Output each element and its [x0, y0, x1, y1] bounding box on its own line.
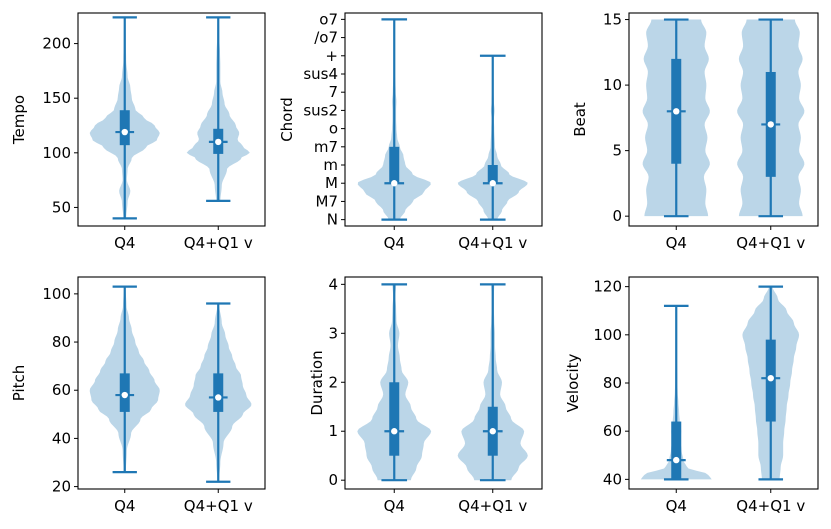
y-tick-label: 150: [42, 89, 71, 107]
iqr-box: [213, 373, 224, 412]
x-tick-label: Q4+Q1 v: [458, 497, 527, 515]
iqr-box: [487, 165, 498, 184]
iqr-box: [119, 110, 130, 146]
median-dot: [673, 456, 680, 464]
panel-velocity: 40 60 80 100 120 Q4 Q4+Q1 v Velocity: [564, 276, 819, 515]
y-tick-label: 0: [612, 207, 622, 225]
x-tick-label: Q4+Q1 v: [736, 497, 805, 515]
y-axis-label: Chord: [278, 97, 296, 142]
median-dot: [121, 128, 128, 136]
panel-pitch: 20 40 60 80 100 Q4 Q4+Q1 v Pitch: [10, 276, 266, 515]
median-dot: [489, 180, 496, 187]
panel-duration: 0 1 2 3 4 Q4 Q4+Q1 v Duration: [308, 275, 543, 515]
y-tick-label: 100: [593, 326, 622, 344]
y-tick-label: 100: [42, 144, 71, 162]
x-tick-label: Q4: [384, 497, 405, 515]
y-tick-label: sus2: [303, 101, 338, 119]
axes-frame: [77, 12, 266, 227]
y-tick-label: 5: [612, 142, 622, 160]
median-dot: [673, 108, 680, 115]
y-tick-label: 15: [603, 11, 622, 29]
y-tick-label: 40: [52, 429, 71, 447]
y-tick-label: 80: [603, 374, 622, 392]
axes-frame: [344, 276, 543, 490]
axes-frame: [344, 12, 543, 227]
y-tick-label: 2: [328, 373, 338, 391]
y-axis-label: Velocity: [564, 353, 582, 412]
y-axis-label: Beat: [571, 102, 589, 137]
y-axis-label: Tempo: [10, 95, 28, 145]
y-tick-label: M: [325, 174, 338, 192]
y-axis-label: Pitch: [10, 365, 28, 402]
median-dot: [391, 180, 398, 187]
x-tick-label: Q4+Q1 v: [458, 234, 527, 252]
panel-beat: 0 5 10 15 Q4 Q4+Q1 v Beat: [571, 11, 819, 252]
median-dot: [767, 374, 774, 382]
y-tick-label: sus4: [303, 65, 338, 83]
y-tick-label: 4: [328, 275, 338, 293]
iqr-box: [671, 421, 682, 480]
x-tick-label: Q4: [666, 497, 687, 515]
y-tick-label: 200: [42, 35, 71, 53]
iqr-box: [389, 146, 400, 184]
y-tick-label: 3: [328, 324, 338, 342]
x-tick-label: Q4: [114, 497, 135, 515]
iqr-box: [389, 382, 400, 456]
y-tick-label: m7: [314, 138, 338, 156]
y-tick-label: M7: [316, 192, 339, 210]
x-tick-label: Q4+Q1 v: [736, 234, 805, 252]
y-tick-label: m: [323, 156, 338, 174]
y-tick-label: 50: [52, 198, 71, 216]
y-tick-label: 7: [328, 83, 338, 101]
y-tick-label: 20: [52, 478, 71, 496]
median-dot: [121, 391, 128, 399]
y-tick-label: N: [327, 211, 338, 229]
x-tick-label: Q4: [114, 234, 135, 252]
y-tick-label: +: [325, 47, 338, 65]
x-tick-label: Q4+Q1 v: [184, 497, 253, 515]
x-tick-label: Q4: [666, 234, 687, 252]
y-tick-label: o7: [319, 10, 338, 28]
y-tick-label: 60: [52, 381, 71, 399]
y-tick-label: 80: [52, 333, 71, 351]
x-tick-label: Q4+Q1 v: [184, 234, 253, 252]
y-tick-label: 120: [593, 278, 622, 296]
y-tick-label: 40: [603, 470, 622, 488]
median-dot: [489, 428, 496, 435]
median-dot: [215, 394, 222, 401]
median-dot: [767, 121, 774, 128]
x-tick-label: Q4: [384, 234, 405, 252]
y-tick-label: 100: [42, 285, 71, 303]
y-tick-label: 0: [328, 471, 338, 489]
panel-tempo: 50 100 150 200 Q4 Q4+Q1 v Tempo: [10, 12, 266, 252]
y-axis-label: Duration: [308, 350, 326, 415]
y-tick-label: /o7: [314, 29, 338, 47]
axes-frame: [628, 12, 819, 227]
y-tick-label: o: [329, 120, 338, 138]
y-tick-label: 60: [603, 422, 622, 440]
y-tick-label: 1: [328, 422, 338, 440]
median-dot: [215, 138, 222, 146]
y-tick-label: 10: [603, 76, 622, 94]
median-dot: [391, 428, 398, 435]
axes-frame: [77, 276, 266, 490]
